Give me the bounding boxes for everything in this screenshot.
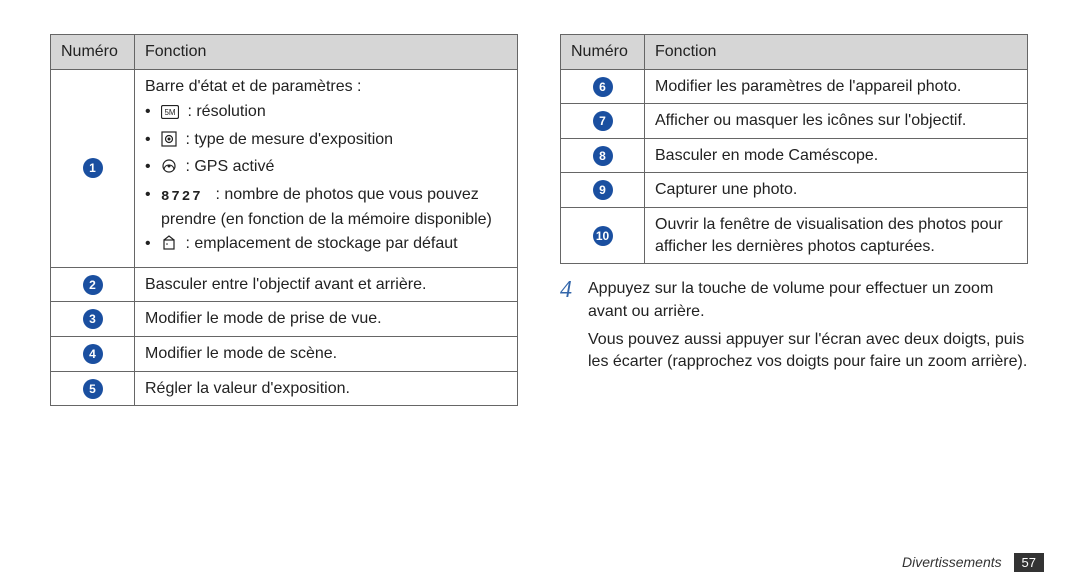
table-row: 9 Capturer une photo.: [561, 173, 1028, 208]
page-footer: Divertissements 57: [902, 553, 1044, 572]
bullet-text: : GPS activé: [181, 158, 274, 175]
table-row: 7 Afficher ou masquer les icônes sur l'o…: [561, 104, 1028, 139]
table-row: 5 Régler la valeur d'exposition.: [51, 371, 518, 406]
step-paragraph: Appuyez sur la touche de volume pour eff…: [588, 278, 1028, 323]
table-row: 2 Basculer entre l'objectif avant et arr…: [51, 267, 518, 302]
number-badge: 2: [83, 275, 103, 295]
storage-icon: [161, 235, 177, 258]
bullet-text: : résolution: [183, 103, 266, 120]
photo-count-icon: 8727: [161, 187, 207, 209]
row-text: Capturer une photo.: [645, 173, 1028, 208]
step-number: 4: [560, 274, 572, 308]
row-text: Modifier les paramètres de l'appareil ph…: [645, 69, 1028, 104]
exposure-metering-icon: [161, 131, 177, 154]
svg-text:8727: 8727: [161, 189, 203, 202]
bullet-text: : type de mesure d'exposition: [181, 131, 393, 148]
bullet-text: : nombre de photos que vous pouvez prend…: [161, 186, 492, 228]
table-row: 10 Ouvrir la fenêtre de visualisation de…: [561, 207, 1028, 263]
number-badge: 4: [83, 344, 103, 364]
row-text: Afficher ou masquer les icônes sur l'obj…: [645, 104, 1028, 139]
svg-text:5M: 5M: [164, 108, 175, 117]
row-text: Basculer entre l'objectif avant et arriè…: [135, 267, 518, 302]
left-column: Numéro Fonction 1 Barre d'état et de par…: [50, 34, 518, 406]
function-table-right: Numéro Fonction 6 Modifier les paramètre…: [560, 34, 1028, 264]
row-text: Ouvrir la fenêtre de visualisation des p…: [645, 207, 1028, 263]
table-row: 1 Barre d'état et de paramètres : 5M : r…: [51, 69, 518, 267]
header-func: Fonction: [135, 35, 518, 70]
row-text: Basculer en mode Caméscope.: [645, 138, 1028, 173]
header-func: Fonction: [645, 35, 1028, 70]
step-4: 4 Appuyez sur la touche de volume pour e…: [560, 278, 1028, 374]
number-badge: 3: [83, 309, 103, 329]
row-text: Régler la valeur d'exposition.: [135, 371, 518, 406]
number-badge: 7: [593, 111, 613, 131]
bullet-list: 5M : résolution : type de mesure d'expos…: [145, 101, 507, 258]
header-num: Numéro: [561, 35, 645, 70]
number-badge: 1: [83, 158, 103, 178]
function-table-left: Numéro Fonction 1 Barre d'état et de par…: [50, 34, 518, 406]
number-badge: 9: [593, 180, 613, 200]
row-text: Modifier le mode de prise de vue.: [135, 302, 518, 337]
number-badge: 8: [593, 146, 613, 166]
resolution-icon: 5M: [161, 104, 179, 126]
row-lead: Barre d'état et de paramètres :: [145, 76, 507, 98]
number-badge: 6: [593, 77, 613, 97]
bullet-text: : emplacement de stockage par défaut: [181, 235, 458, 252]
section-name: Divertissements: [902, 554, 1002, 570]
table-row: 6 Modifier les paramètres de l'appareil …: [561, 69, 1028, 104]
step-paragraph: Vous pouvez aussi appuyer sur l'écran av…: [588, 329, 1028, 374]
number-badge: 5: [83, 379, 103, 399]
header-num: Numéro: [51, 35, 135, 70]
table-row: 4 Modifier le mode de scène.: [51, 336, 518, 371]
page-number: 57: [1014, 553, 1044, 572]
table-row: 3 Modifier le mode de prise de vue.: [51, 302, 518, 337]
table-row: 8 Basculer en mode Caméscope.: [561, 138, 1028, 173]
number-badge: 10: [593, 226, 613, 246]
gps-icon: [161, 158, 177, 181]
row-text: Modifier le mode de scène.: [135, 336, 518, 371]
right-column: Numéro Fonction 6 Modifier les paramètre…: [560, 34, 1028, 406]
